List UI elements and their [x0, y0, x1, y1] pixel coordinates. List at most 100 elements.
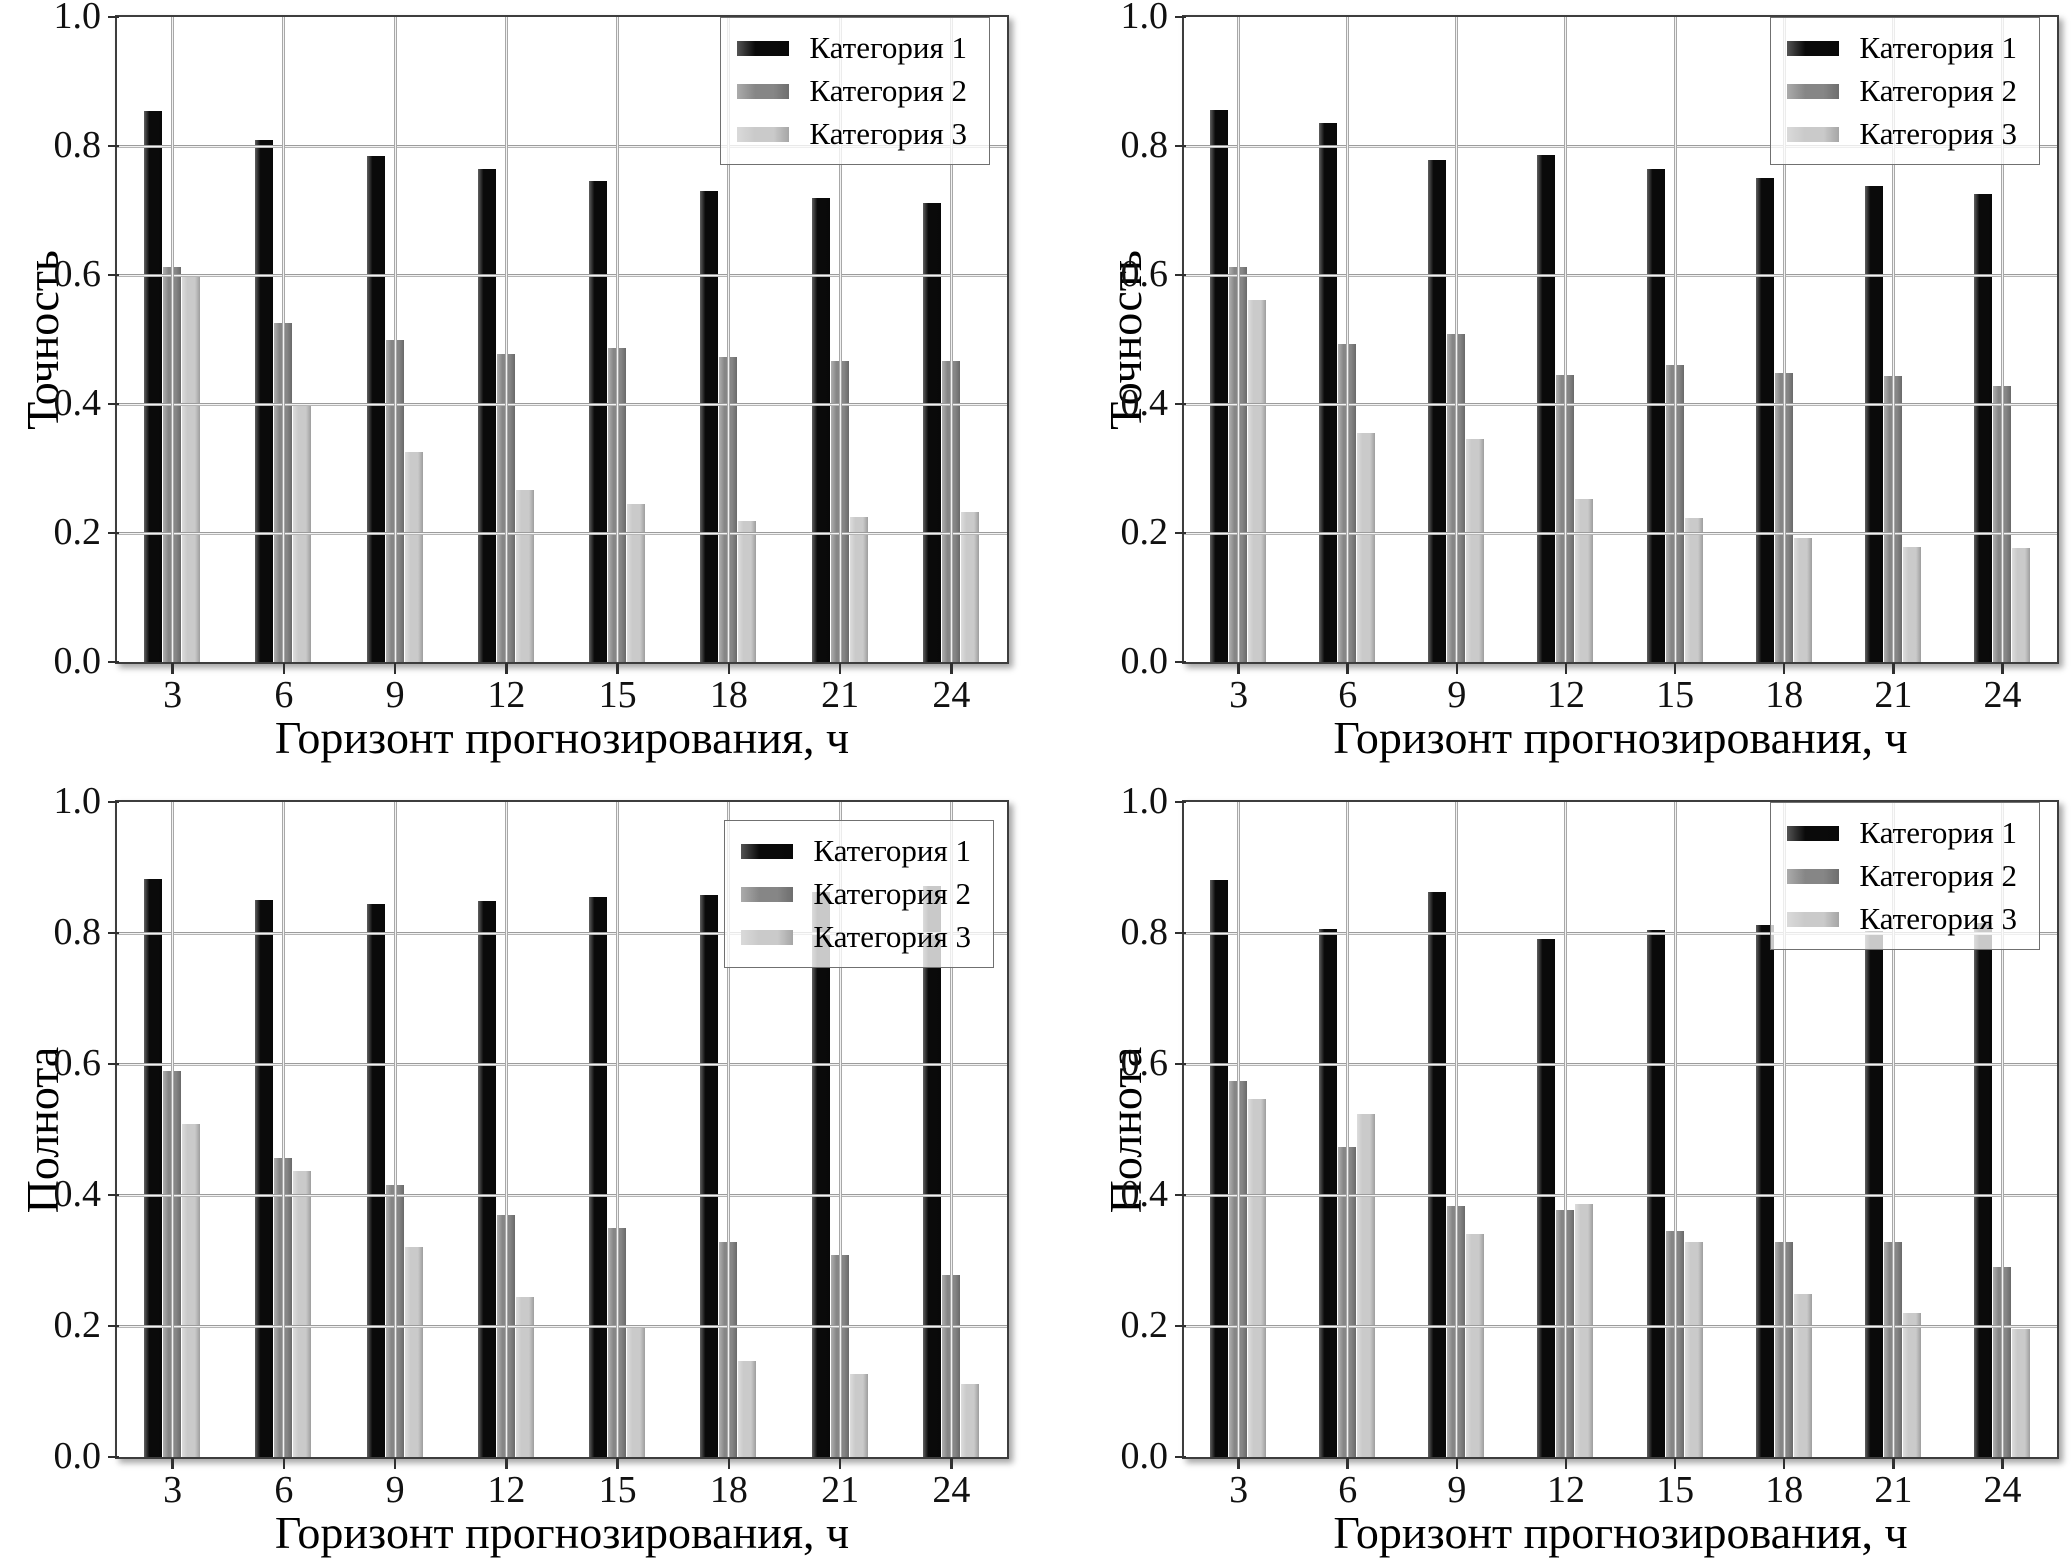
- bar-category-2: [1992, 1267, 2011, 1457]
- bar-category-2: [830, 361, 849, 662]
- y-tick-mark: [108, 931, 119, 935]
- bar-category-3: [1793, 1293, 1812, 1457]
- bar-category-1: [1210, 879, 1229, 1457]
- y-tick-mark: [1175, 1193, 1186, 1197]
- y-tick-mark: [1175, 273, 1186, 277]
- bar-category-3: [515, 489, 534, 662]
- bar-category-2: [608, 1228, 627, 1457]
- bar-category-2: [496, 353, 515, 662]
- bar-category-1: [589, 896, 608, 1457]
- legend-swatch-category-3: [737, 126, 790, 142]
- x-tick-label: 15: [1656, 1469, 1695, 1511]
- legend: Категория 1 Категория 2 Категория 3: [724, 820, 994, 969]
- bar-category-2: [163, 267, 182, 662]
- x-tick-mark: [1346, 1458, 1349, 1469]
- bar-category-2: [719, 356, 738, 662]
- x-tick-mark: [505, 663, 508, 674]
- grid-line-horizontal: [117, 1062, 1007, 1066]
- bar-category-2: [719, 1242, 738, 1457]
- bar-category-2: [1229, 266, 1248, 662]
- chart-recall-left: Полнота Горизонт прогнозирования, ч 0.0 0…: [0, 780, 1035, 1561]
- bar-category-3: [1466, 438, 1485, 662]
- bar-category-2: [830, 1255, 849, 1457]
- bar-category-2: [1665, 365, 1684, 662]
- legend-label: Категория 1: [1859, 815, 2017, 850]
- legend-label: Категория 3: [809, 116, 967, 152]
- bar-category-1: [144, 878, 163, 1457]
- bar-category-1: [1755, 177, 1774, 662]
- y-tick-label: 0.6: [53, 253, 102, 296]
- x-tick-label: 6: [274, 1469, 294, 1511]
- bar-category-1: [811, 197, 830, 662]
- y-tick-mark: [108, 800, 119, 804]
- y-tick-label: 0.2: [53, 1304, 102, 1347]
- bar-category-2: [1883, 375, 1902, 662]
- legend-item: Категория 2: [1787, 858, 2017, 893]
- bar-category-3: [1357, 433, 1376, 662]
- legend-swatch-category-2: [1787, 868, 1840, 884]
- bar-category-1: [1428, 892, 1447, 1457]
- x-tick-label: 21: [1874, 1469, 1913, 1511]
- x-tick-label: 24: [1983, 1469, 2022, 1511]
- bar-category-3: [960, 1384, 979, 1457]
- y-tick-mark: [108, 144, 119, 148]
- x-tick-mark: [950, 1458, 953, 1469]
- bar-category-2: [1992, 385, 2011, 662]
- y-tick-mark: [1175, 660, 1186, 664]
- y-tick-label: 1.0: [1120, 780, 1169, 823]
- bar-category-1: [477, 168, 496, 662]
- bar-category-3: [1684, 1241, 1703, 1457]
- legend-swatch-category-3: [741, 929, 794, 945]
- legend-swatch-category-2: [1787, 83, 1840, 99]
- bar-category-1: [477, 900, 496, 1457]
- y-tick-label: 1.0: [53, 780, 102, 823]
- bar-category-3: [182, 276, 201, 662]
- bar-category-3: [182, 1124, 201, 1457]
- bar-category-3: [960, 512, 979, 662]
- legend-item: Категория 3: [741, 920, 971, 954]
- x-tick-mark: [505, 1458, 508, 1469]
- bar-category-3: [293, 404, 312, 662]
- grid-line-horizontal: [1184, 531, 2057, 535]
- plot-area: Точность Горизонт прогнозирования, ч 0.0…: [1100, 0, 2059, 762]
- chart-precision-right: Точность Горизонт прогнозирования, ч 0.0…: [1035, 0, 2071, 780]
- y-tick-label: 0.0: [1120, 1435, 1169, 1478]
- y-tick-label: 0.8: [1120, 124, 1169, 167]
- x-tick-mark: [171, 663, 174, 674]
- x-tick-label: 15: [598, 674, 637, 716]
- bar-category-1: [1319, 929, 1338, 1457]
- bar-category-2: [163, 1070, 182, 1457]
- legend: Категория 1 Категория 2 Категория 3: [720, 17, 990, 166]
- bar-category-3: [1248, 299, 1267, 662]
- bar-category-1: [1755, 925, 1774, 1457]
- bar-category-3: [1575, 1203, 1594, 1457]
- grid-line-horizontal: [1184, 1324, 2057, 1328]
- x-tick-mark: [282, 1458, 286, 1469]
- bar-category-2: [1774, 1241, 1793, 1457]
- grid-line-horizontal: [1184, 402, 2057, 406]
- x-tick-mark: [1237, 1458, 1240, 1469]
- bar-category-1: [1537, 155, 1556, 662]
- legend-item: Категория 1: [737, 30, 967, 65]
- y-tick-mark: [108, 531, 119, 535]
- bar-category-1: [1537, 938, 1556, 1457]
- legend-item: Категория 1: [1787, 30, 2017, 65]
- bar-category-3: [738, 1361, 757, 1457]
- x-tick-mark: [171, 1458, 174, 1469]
- legend-label: Категория 1: [809, 30, 967, 65]
- bar-category-3: [2011, 548, 2030, 662]
- x-tick-label: 12: [487, 674, 526, 716]
- bar-category-3: [1793, 538, 1812, 662]
- y-tick-label: 0.8: [1120, 911, 1169, 954]
- bar-category-3: [404, 1246, 423, 1457]
- x-tick-mark: [1237, 663, 1240, 674]
- legend-item: Категория 2: [1787, 73, 2017, 108]
- bar-category-1: [1864, 931, 1883, 1457]
- bar-category-1: [1646, 930, 1665, 1457]
- legend-swatch-category-2: [741, 886, 794, 902]
- bar-category-1: [144, 110, 163, 662]
- x-tick-mark: [838, 1458, 842, 1469]
- legend-item: Категория 3: [737, 117, 967, 151]
- y-tick-mark: [1175, 931, 1186, 935]
